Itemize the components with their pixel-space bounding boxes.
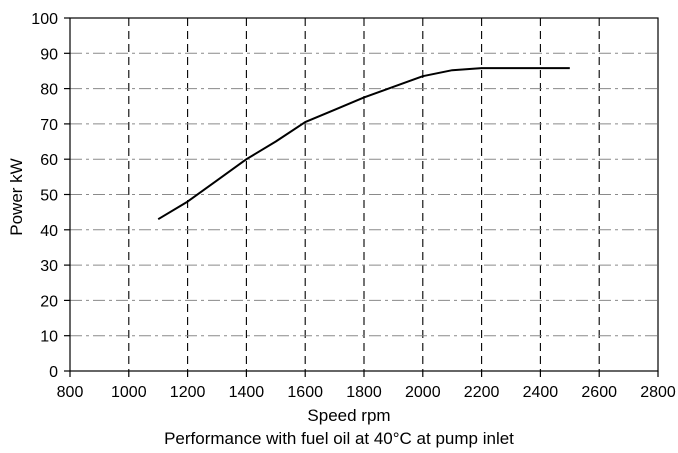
x-tick-label: 1000 [111, 384, 147, 401]
x-tick-label: 1200 [170, 384, 206, 401]
power-curve-line [157, 67, 570, 221]
y-axis-title: Power kW [7, 158, 26, 235]
y-tick-label: 100 [31, 11, 58, 28]
y-tick-label: 70 [40, 117, 58, 134]
y-tick-label: 30 [40, 258, 58, 275]
x-tick-label: 2200 [464, 384, 500, 401]
series-group [157, 67, 570, 221]
y-tick-label: 0 [49, 364, 58, 381]
y-axis-ticks: 0 10 20 30 40 50 60 70 80 90 100 [31, 11, 70, 381]
x-axis-title: Speed rpm [307, 406, 390, 425]
grid-lines [70, 18, 658, 371]
x-tick-label: 2000 [405, 384, 441, 401]
y-tick-label: 20 [40, 293, 58, 310]
y-tick-label: 80 [40, 82, 58, 99]
x-tick-label: 1800 [346, 384, 382, 401]
x-tick-label: 1400 [229, 384, 265, 401]
y-tick-label: 10 [40, 329, 58, 346]
x-tick-label: 1600 [287, 384, 323, 401]
x-tick-label: 2800 [640, 384, 676, 401]
y-tick-label: 60 [40, 152, 58, 169]
x-tick-label: 800 [57, 384, 84, 401]
y-tick-label: 50 [40, 188, 58, 205]
y-tick-label: 40 [40, 223, 58, 240]
x-tick-label: 2600 [581, 384, 617, 401]
y-tick-label: 90 [40, 46, 58, 63]
chart-caption: Performance with fuel oil at 40°C at pum… [164, 429, 514, 448]
x-axis-ticks: 800 1000 1200 1400 1600 1800 2000 2200 2400 2600 2… [57, 371, 676, 401]
x-tick-label: 2400 [523, 384, 559, 401]
